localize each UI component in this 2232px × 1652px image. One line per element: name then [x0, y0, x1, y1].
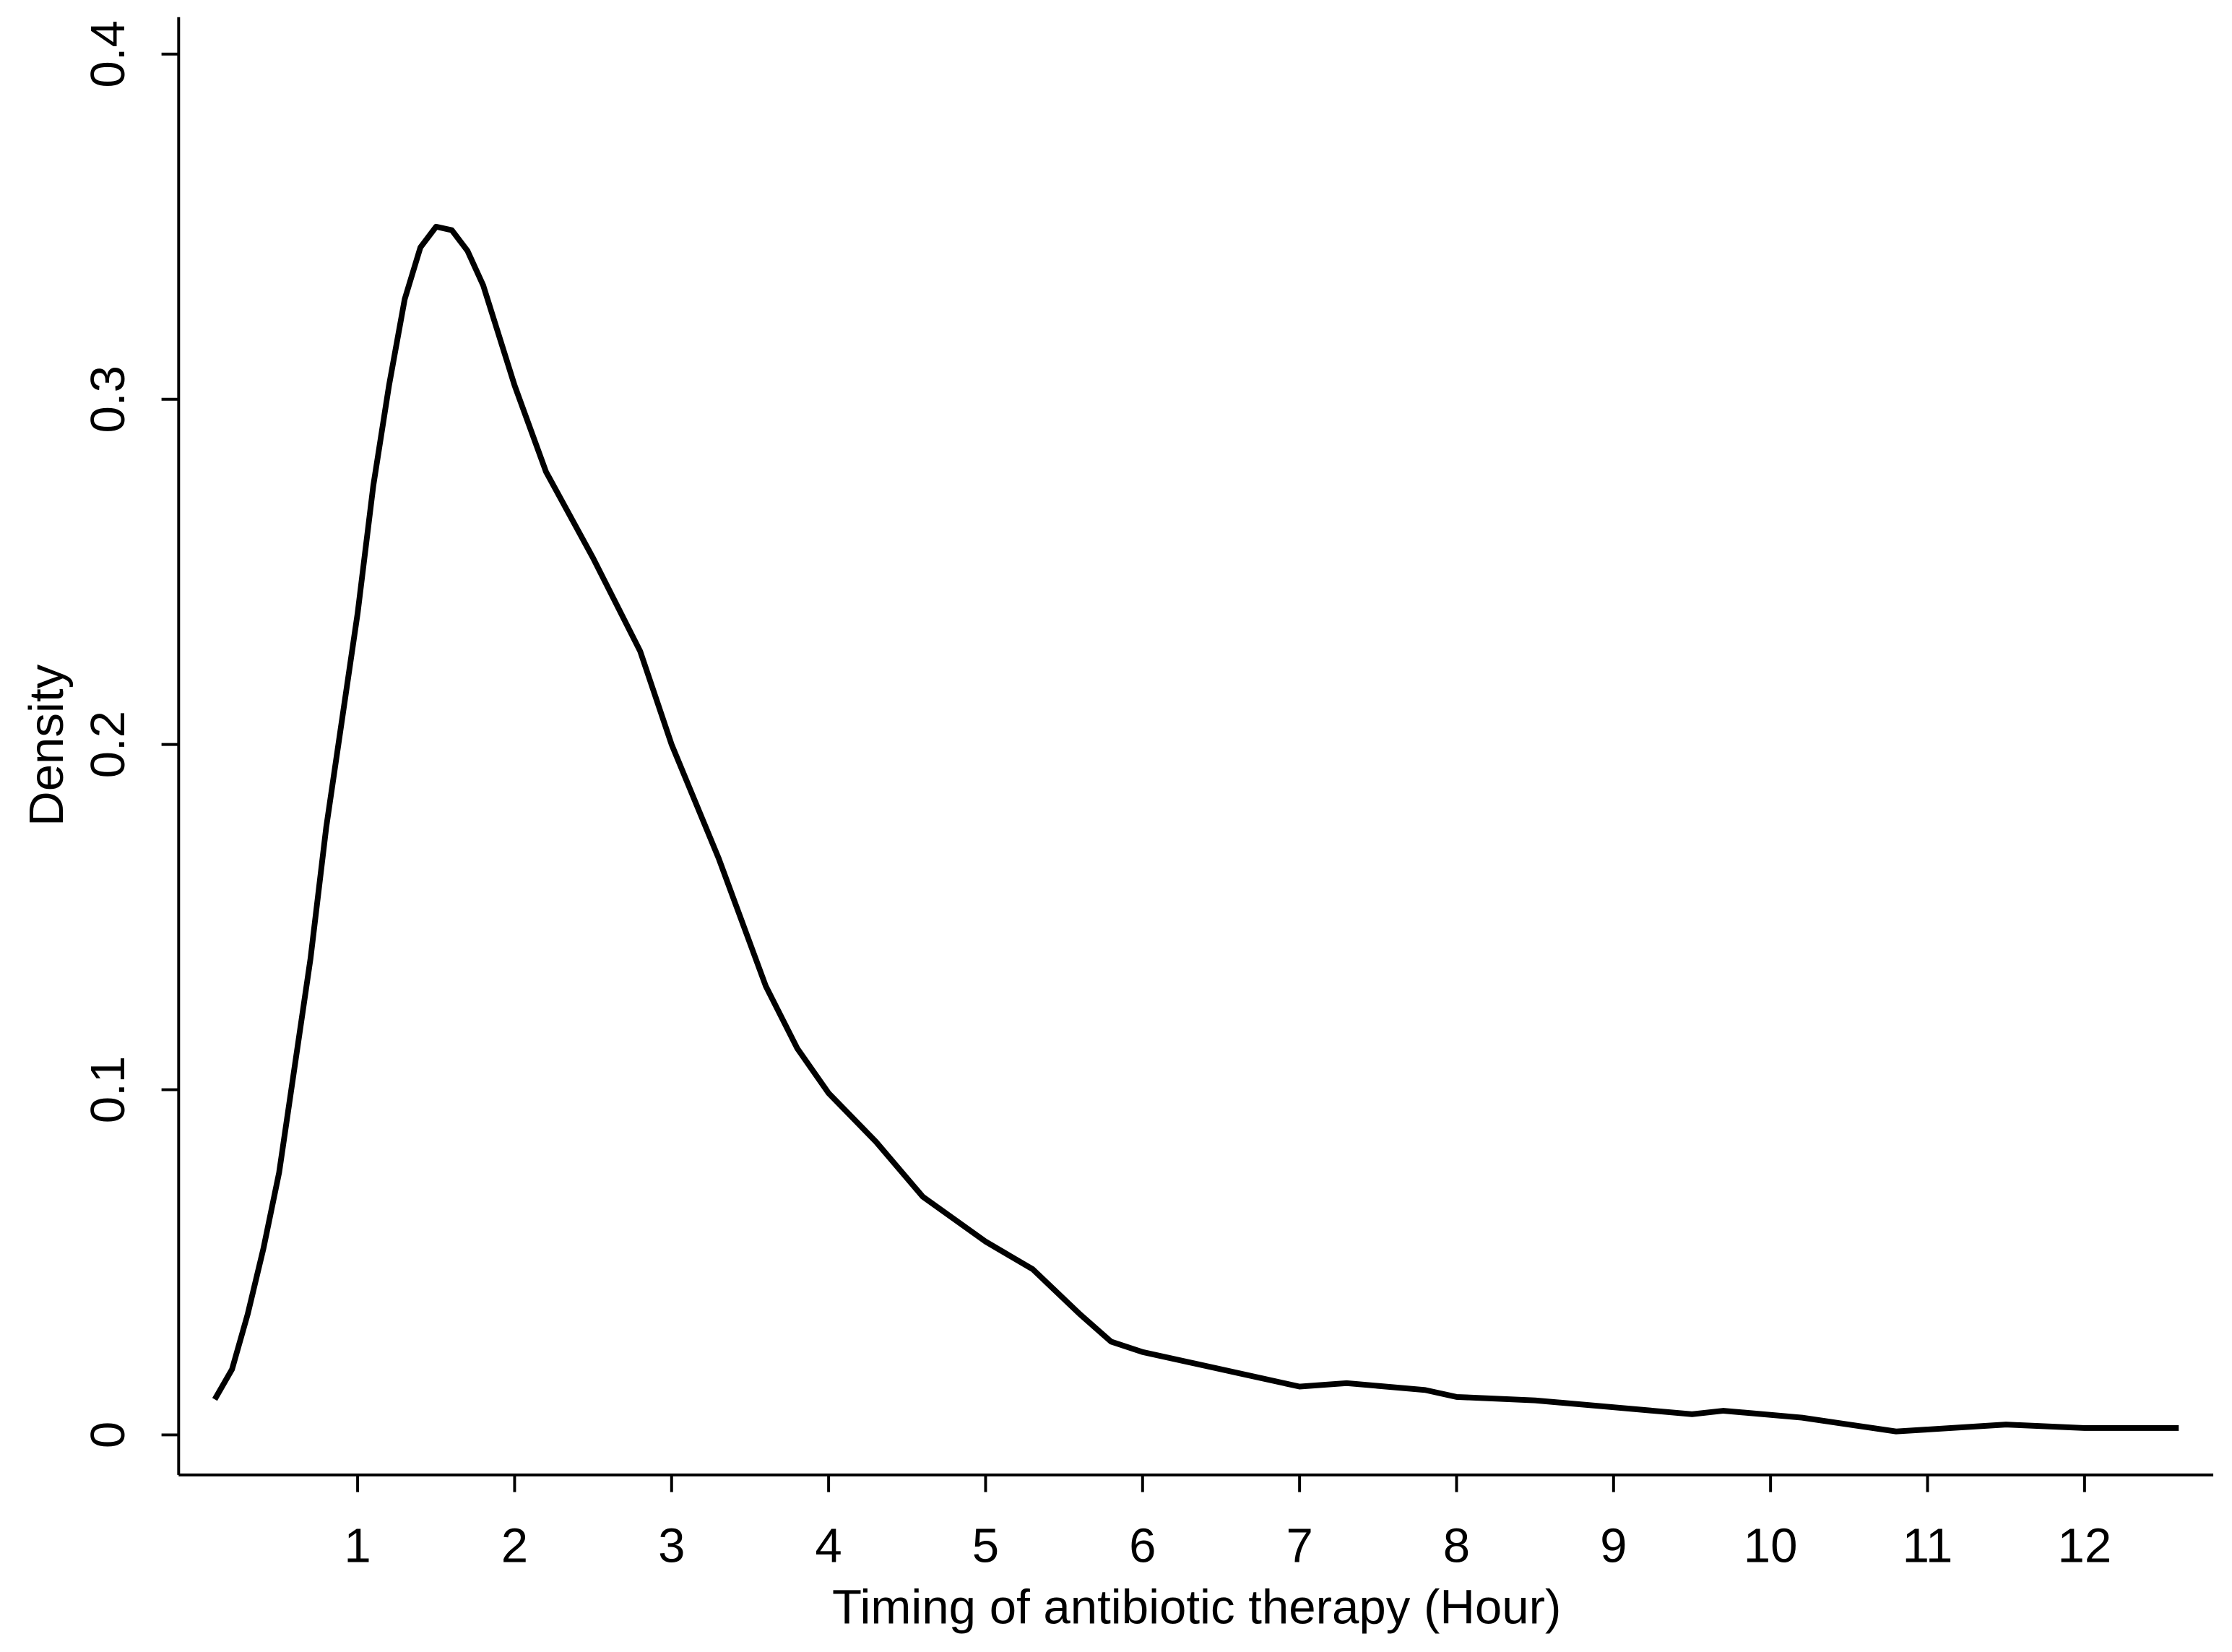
x-tick-label: 1: [344, 1518, 371, 1573]
y-axis-label: Density: [20, 664, 74, 826]
x-tick-label: 12: [2057, 1518, 2111, 1573]
y-tick-label: 0.3: [81, 366, 135, 433]
y-tick-label: 0.4: [81, 20, 135, 87]
x-tick-label: 6: [1129, 1518, 1156, 1573]
density-line: [212, 223, 2179, 1435]
x-tick-label: 3: [658, 1518, 685, 1573]
x-tick-label: 7: [1286, 1518, 1312, 1573]
x-tick-label: 10: [1744, 1518, 1798, 1573]
x-axis-label: Timing of antibiotic therapy (Hour): [832, 1580, 1561, 1634]
x-tick-label: 2: [501, 1518, 528, 1573]
x-tick-label: 8: [1443, 1518, 1470, 1573]
x-tick-label: 4: [815, 1518, 842, 1573]
x-tick-label: 11: [1903, 1518, 1953, 1573]
x-tick-label: 9: [1600, 1518, 1627, 1573]
y-tick-label: 0.2: [81, 711, 135, 778]
y-tick-label: 0.1: [81, 1056, 135, 1123]
x-tick-label: 5: [972, 1518, 999, 1573]
y-tick-label: 0: [81, 1422, 135, 1448]
